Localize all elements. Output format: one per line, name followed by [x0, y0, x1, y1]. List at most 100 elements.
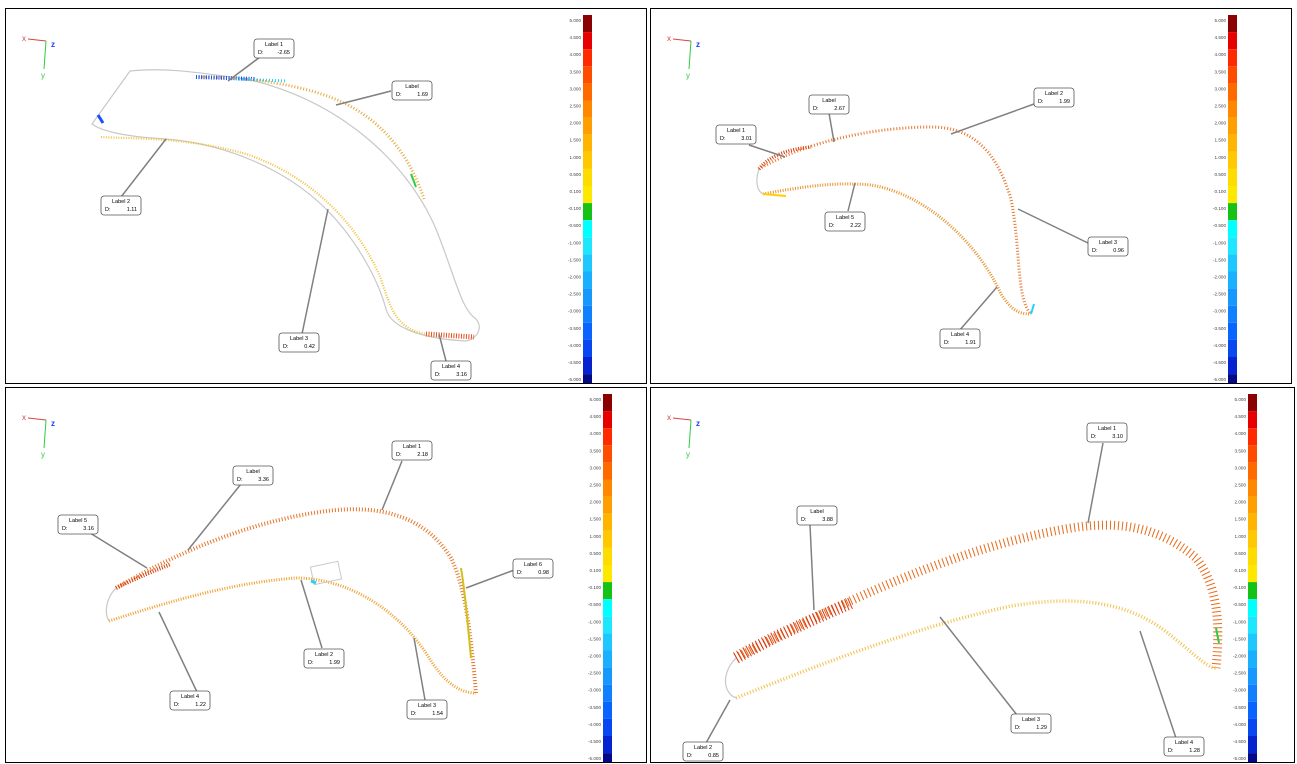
- callout-label-1-name: Label 1: [727, 128, 745, 134]
- leader-lines: [120, 53, 447, 362]
- callout-label[interactable]: Label D: 3.36: [232, 465, 274, 486]
- axis-z-label: z: [696, 40, 700, 49]
- callout-label-2[interactable]: Label 2 D: 1.11: [100, 195, 142, 216]
- scale-swatch: [1228, 186, 1237, 204]
- scale-tick-label: -3.000: [588, 688, 601, 693]
- callout-label-3-value: 0.42: [304, 344, 315, 350]
- callout-label-2-prefix: D:: [308, 660, 314, 666]
- scale-swatch: [583, 271, 592, 289]
- callout-label-3[interactable]: Label 3 D: 1.54: [406, 699, 448, 720]
- scale-tick-label: 2.000: [590, 500, 602, 505]
- callout-label-2-prefix: D:: [105, 207, 111, 213]
- scale-tick-label: -5.000: [1213, 377, 1226, 382]
- scale-tick-label: 4.000: [1235, 431, 1247, 436]
- scale-tick-label: -4.500: [588, 739, 601, 744]
- scale-tick-label: -3.500: [1233, 705, 1246, 710]
- scale-tick-label: 3.000: [570, 86, 582, 91]
- callout-label-value: 2.67: [834, 106, 845, 112]
- callout-label-2-value: 1.11: [127, 207, 137, 213]
- callout-label-value: 3.36: [258, 477, 269, 483]
- scale-tick-label: 3.000: [590, 465, 602, 470]
- callout-label-value: 1.69: [417, 92, 428, 98]
- scale-swatch: [1248, 718, 1257, 736]
- scale-tick-label: 2.500: [570, 104, 582, 109]
- callout-label-1[interactable]: Label 1 D: 3.10: [1086, 422, 1128, 443]
- callout-label[interactable]: Label D: 3.88: [796, 505, 838, 526]
- scale-tick-label: -4.500: [568, 360, 581, 365]
- callout-label-6[interactable]: Label 6 D: 0.98: [512, 558, 554, 579]
- scale-swatch: [603, 753, 612, 762]
- callout-label-1[interactable]: Label 1 D: 3.01: [715, 124, 757, 145]
- scale-tick-label: 3.000: [1235, 465, 1247, 470]
- callout-label-1-name: Label 1: [403, 444, 421, 450]
- callout-label-4[interactable]: Label 4 D: 1.91: [939, 328, 981, 349]
- scale-tick-label: -2.000: [568, 275, 581, 280]
- callout-label-3[interactable]: Label 3 D: 1.29: [1010, 713, 1052, 734]
- callout-label-1[interactable]: Label 1 D: -2.65: [253, 38, 295, 59]
- scale-tick-label: 2.000: [570, 121, 582, 126]
- scale-tick-label: -0.500: [1233, 602, 1246, 607]
- axis-x-label: x: [667, 34, 671, 43]
- scale-tick-label: -1.000: [1233, 619, 1246, 624]
- callout-label-2[interactable]: Label 2 D: 0.85: [682, 741, 724, 762]
- scale-swatch: [1248, 684, 1257, 702]
- callout-label-3-prefix: D:: [283, 344, 289, 350]
- viewport-panel-3[interactable]: x z y: [5, 387, 647, 763]
- scale-swatch: [583, 32, 592, 50]
- callout-label-3-name: Label 3: [1022, 717, 1040, 723]
- scale-tick-label: -5.000: [568, 377, 581, 382]
- scale-swatch: [583, 305, 592, 323]
- callout-label-2-value: 1.99: [1059, 99, 1070, 105]
- scale-swatch: [603, 582, 612, 600]
- scale-swatch: [603, 616, 612, 634]
- viewport-panel-4[interactable]: x z y Label 1 D: 3: [650, 387, 1295, 763]
- axis-x-label: x: [667, 413, 671, 422]
- callout-label[interactable]: Label D: 1.69: [391, 80, 433, 101]
- axis-y-label: y: [41, 450, 45, 459]
- callout-label-1-value: 2.18: [417, 452, 428, 458]
- scale-swatch: [1248, 394, 1257, 412]
- scale-tick-label: -3.500: [1213, 326, 1226, 331]
- scale-tick-label: -1.000: [568, 240, 581, 245]
- callout-label-5[interactable]: Label 5 D: 2.22: [824, 211, 866, 232]
- scale-swatch: [1228, 117, 1237, 135]
- scale-swatch: [1248, 616, 1257, 634]
- scale-tick-label: 0.100: [590, 568, 602, 573]
- callout-label-2-name: Label 2: [1045, 91, 1063, 97]
- scale-swatch: [1228, 32, 1237, 50]
- callout-label-4[interactable]: Label 4 D: 3.16: [430, 360, 472, 381]
- scale-tick-label: -1.500: [568, 257, 581, 262]
- callout-label-prefix: D:: [813, 106, 819, 112]
- callout-label-3[interactable]: Label 3 D: 0.42: [278, 332, 320, 353]
- callout-label-prefix: D:: [801, 517, 807, 523]
- callout-label-3[interactable]: Label 3 D: 0.96: [1087, 236, 1129, 257]
- scale-tick-label: 4.500: [1215, 35, 1227, 40]
- callout-label-2[interactable]: Label 2 D: 1.99: [303, 648, 345, 669]
- viewport-panel-1[interactable]: x z y: [5, 8, 647, 384]
- callout-label-2[interactable]: Label 2 D: 1.99: [1033, 87, 1075, 108]
- callout-label-5-name: Label 5: [69, 518, 87, 524]
- scale-swatch: [603, 565, 612, 583]
- scale-swatch: [1228, 134, 1237, 152]
- callout-label[interactable]: Label D: 2.67: [808, 94, 850, 115]
- callout-label-5[interactable]: Label 5 D: 3.16: [57, 514, 99, 535]
- scale-swatch: [1228, 203, 1237, 221]
- callout-label-1[interactable]: Label 1 D: 2.18: [391, 440, 433, 461]
- viewport-panel-2[interactable]: x z y Label: [650, 8, 1292, 384]
- callout-label-2-prefix: D:: [687, 753, 693, 759]
- callout-label-4[interactable]: Label 4 D: 1.22: [169, 690, 211, 711]
- callout-label-4[interactable]: Label 4 D: 1.28: [1163, 736, 1205, 757]
- scale-swatch: [1248, 445, 1257, 463]
- scale-swatch: [583, 288, 592, 306]
- leader-lines: [705, 442, 1177, 744]
- scale-tick-label: 4.000: [590, 431, 602, 436]
- scale-swatch: [1248, 650, 1257, 668]
- scale-tick-label: -4.000: [588, 722, 601, 727]
- callout-label-name: Label: [246, 469, 259, 475]
- scale-swatch: [1228, 15, 1237, 33]
- scale-tick-label: -5.000: [1233, 756, 1246, 761]
- scale-tick-label: 5.000: [1215, 18, 1227, 23]
- scale-tick-label: 0.500: [1235, 551, 1247, 556]
- callout-label-name: Label: [810, 509, 823, 515]
- callout-label-5-prefix: D:: [62, 526, 68, 532]
